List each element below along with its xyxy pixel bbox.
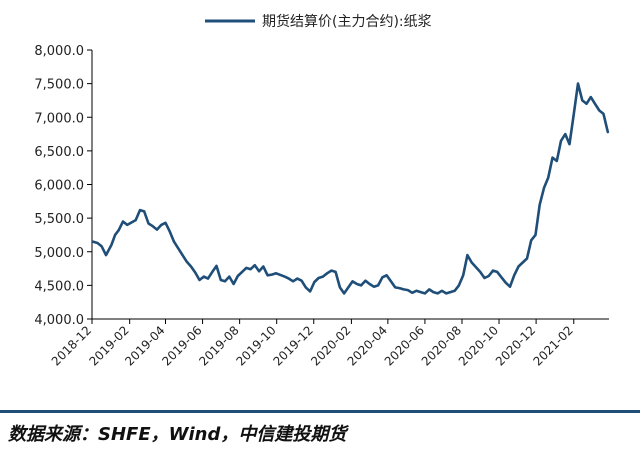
x-tick-label: 2020-04 [345,323,390,368]
line-chart: 期货结算价(主力合约):纸浆 4,000.0 4,500.0 5,000.0 5,50… [34,13,610,369]
y-axis: 4,000.0 4,500.0 5,000.0 5,500.0 6,000.0 6,500… [34,44,93,328]
x-tick-label: 2020-08 [419,323,464,368]
y-tick-label: 6,500.0 [34,145,84,160]
x-tick-label: 2020-10 [456,323,501,368]
legend-label: 期货结算价(主力合约):纸浆 [262,13,432,30]
chart-legend: 期货结算价(主力合约):纸浆 [205,13,432,30]
x-tick-label: 2019-12 [271,323,316,368]
y-tick-label: 7,500.0 [34,78,84,93]
x-tick-label: 2020-06 [382,323,427,368]
y-tick-label: 4,000.0 [34,313,84,328]
x-tick-label: 2019-08 [196,323,241,368]
series-line [91,82,610,295]
y-tick-label: 4,500.0 [34,279,84,294]
x-tick-label: 2019-06 [159,323,204,368]
y-tick-label: 6,000.0 [34,179,84,194]
y-tick-label: 8,000.0 [34,44,84,59]
y-tick-label: 5,500.0 [34,212,84,227]
x-axis: 2018-122019-022019-042019-062019-082019-… [49,318,609,369]
source-note: 数据来源：SHFE，Wind，中信建投期货 [8,424,347,445]
x-tick-label: 2020-12 [493,323,538,368]
y-tick-label: 5,000.0 [34,246,84,261]
source-divider [0,410,640,413]
x-tick-label: 2019-10 [233,323,278,368]
x-tick-label: 2019-04 [122,323,167,368]
series-layer [91,82,610,295]
y-tick-label: 7,000.0 [34,111,84,126]
x-tick-label: 2018-12 [49,323,94,368]
x-tick-label: 2021-02 [531,323,576,368]
